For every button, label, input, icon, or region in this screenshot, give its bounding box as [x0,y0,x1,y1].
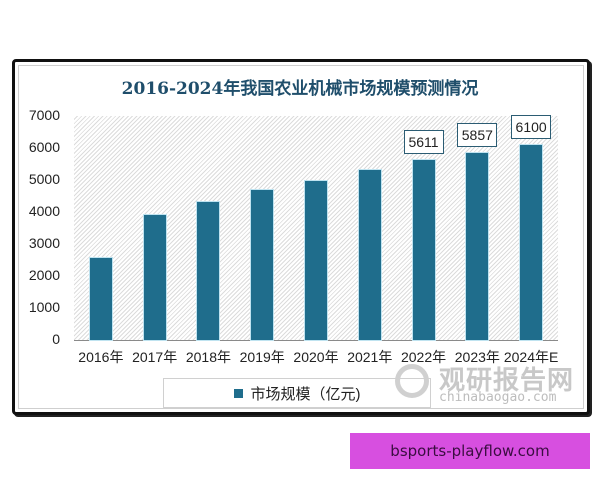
data-label: 5611 [403,130,444,155]
x-tick-label: 2017年 [132,349,178,365]
x-tick-label: 2021年 [347,349,393,365]
watermark-cn: 观研报告网 [439,365,575,395]
bar [143,215,166,340]
y-tick-label: 7000 [28,107,60,123]
x-tick-label: 2022年 [400,349,447,365]
x-tick-label: 2023年 [454,349,500,365]
y-tick-label: 5000 [28,171,60,187]
x-tick-label: 2019年 [239,349,285,365]
bar [305,180,327,340]
y-tick-label: 2000 [28,267,60,283]
y-tick-label: 6000 [28,139,60,155]
data-label: 5857 [457,122,498,147]
y-tick-label: 0 [52,331,60,347]
chart-inner-border [18,65,584,409]
bar [520,144,543,340]
legend-label: 市场规模（亿元) [250,385,361,403]
bar [466,152,489,340]
x-tick-label: 2018年 [185,349,232,365]
bar [89,258,112,340]
x-tick-label: 2016年 [78,349,124,365]
watermark-en: chinabaogao.com [439,390,557,405]
footer-badge-text: bsports-playflow.com [390,442,550,460]
data-label: 6100 [511,114,552,139]
legend: 市场规模（亿元) [163,378,431,408]
y-tick-label: 3000 [28,235,60,251]
chart-title: 2016-2024年我国农业机械市场规模预测情况 [121,79,479,99]
bar [412,160,435,340]
y-tick-label: 1000 [28,299,60,315]
footer-badge[interactable]: bsports-playflow.com [350,433,590,469]
bar [251,189,274,340]
x-tick-label: 2024年E [503,349,559,365]
x-tick-label: 2020年 [293,349,339,365]
bar [197,202,220,340]
y-tick-label: 4000 [28,203,60,219]
legend-swatch [233,388,243,398]
watermark-logo-icon [395,364,429,398]
bar [358,170,381,340]
x-axis-line [74,340,558,341]
